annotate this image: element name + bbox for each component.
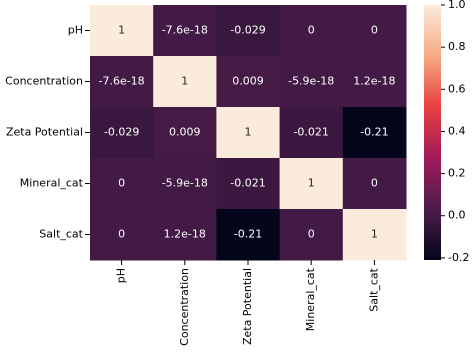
cell-label: -0.029: [230, 24, 265, 37]
cell-label: -5.9e-18: [162, 177, 208, 190]
cell-label: -7.6e-18: [162, 24, 208, 37]
cell-label: 1.2e-18: [164, 228, 206, 241]
colorbar-tick-label: 0.2: [448, 167, 466, 180]
colorbar-tick-label: 1.0: [448, 0, 466, 11]
y-tick-label: Zeta Potential: [6, 126, 83, 139]
cell-label: 0: [118, 177, 125, 190]
heatmap-cell: [342, 209, 407, 261]
cell-label: -5.9e-18: [288, 75, 334, 88]
cell-label: 0.009: [232, 75, 264, 88]
heatmap-cell: [279, 56, 344, 108]
cell-label: 0: [308, 228, 315, 241]
heatmap-cell: [90, 209, 154, 261]
x-tick-label: pH: [115, 268, 128, 283]
colorbar-tick-label: -0.2: [448, 251, 469, 264]
heatmap-cell: [90, 107, 154, 159]
cell-label: -0.21: [234, 228, 262, 241]
heatmap-cell: [342, 158, 407, 210]
heatmap-cell: [153, 158, 217, 210]
cell-label: 1: [118, 24, 125, 37]
heatmap-cell: [279, 158, 344, 210]
x-tick-label: Concentration: [178, 268, 191, 346]
cell-label: 0: [308, 24, 315, 37]
cell-label: 1.2e-18: [353, 75, 395, 88]
heatmap-cell: [216, 56, 281, 108]
heatmap-cell: [90, 5, 154, 57]
cell-label: -0.021: [293, 126, 328, 139]
cell-label: 0: [118, 228, 125, 241]
colorbar: [424, 5, 441, 260]
cell-label: 1: [308, 177, 315, 190]
heatmap-cell: [342, 56, 407, 108]
heatmap-cell: [279, 209, 344, 261]
x-tick-label: Mineral_cat: [304, 267, 317, 331]
heatmap-cell: [216, 209, 281, 261]
heatmap-cell: [216, 158, 281, 210]
cell-label: -0.21: [360, 126, 388, 139]
y-tick-label: Salt_cat: [39, 228, 83, 241]
cell-label: -7.6e-18: [98, 75, 144, 88]
cell-label: -0.021: [230, 177, 265, 190]
cell-label: 0.009: [169, 126, 201, 139]
heatmap-cell: [90, 158, 154, 210]
heatmap-cell: [153, 5, 217, 57]
y-tick-label: pH: [68, 24, 83, 37]
cell-label: 0: [371, 24, 378, 37]
cell-label: 1: [245, 126, 252, 139]
heatmap-cell: [216, 5, 281, 57]
heatmap-cell: [153, 209, 217, 261]
colorbar-tick-label: 0.0: [448, 209, 466, 222]
cell-label: 0: [371, 177, 378, 190]
colorbar-tick-label: 0.6: [448, 82, 466, 95]
heatmap-cell: [90, 56, 154, 108]
heatmap-cell: [279, 5, 344, 57]
heatmap-cell: [153, 56, 217, 108]
y-tick-label: Mineral_cat: [20, 177, 84, 190]
cell-label: -0.029: [104, 126, 139, 139]
heatmap-cell: [342, 107, 407, 159]
x-tick-label: Zeta Potential: [241, 268, 254, 345]
x-tick-label: Salt_cat: [367, 267, 380, 311]
heatmap-cell: [216, 107, 281, 159]
y-tick-label: Concentration: [5, 75, 83, 88]
heatmap-cell: [153, 107, 217, 159]
cell-label: 1: [371, 228, 378, 241]
colorbar-tick-label: 0.4: [448, 124, 466, 137]
heatmap-cell: [279, 107, 344, 159]
cell-label: 1: [181, 75, 188, 88]
colorbar-tick-label: 0.8: [448, 40, 466, 53]
heatmap-cell: [342, 5, 407, 57]
